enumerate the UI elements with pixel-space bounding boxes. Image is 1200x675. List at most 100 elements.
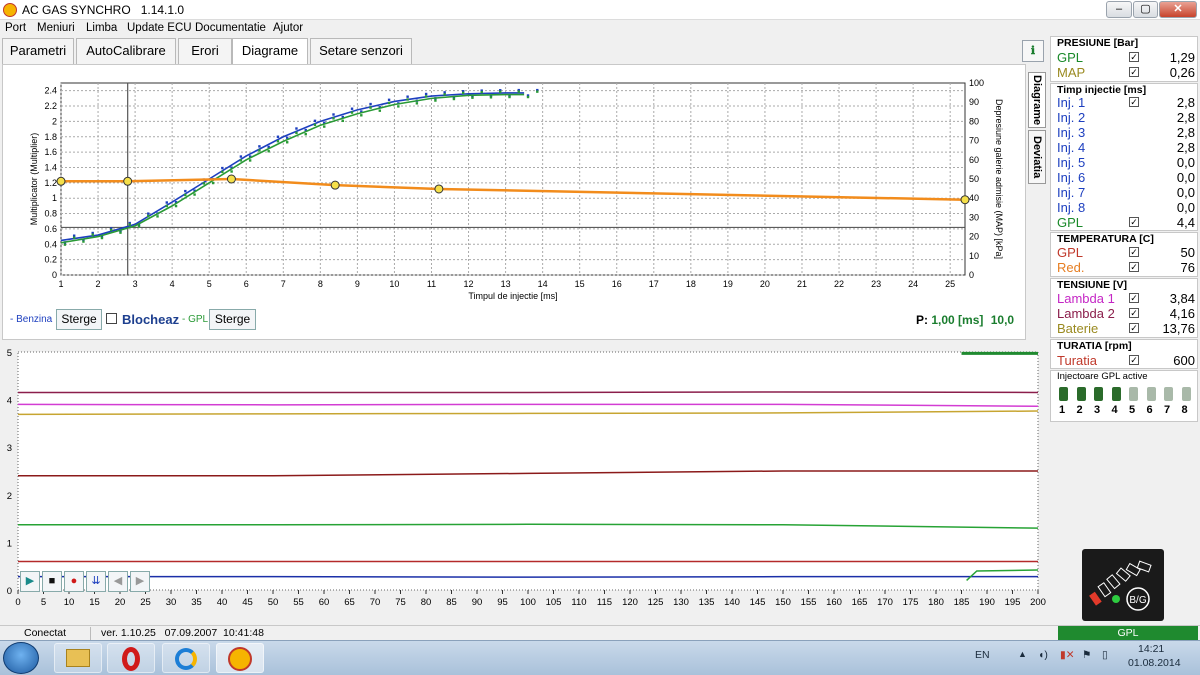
info-button[interactable]: ℹ [1022, 40, 1044, 62]
data-point [211, 181, 215, 185]
data-point [119, 231, 122, 234]
play-button[interactable]: ▶ [20, 571, 40, 592]
data-point [424, 92, 428, 96]
tab-diagrame[interactable]: Diagrame [232, 38, 308, 64]
data-point [313, 123, 317, 126]
data-point [452, 97, 456, 101]
record-button[interactable]: ● [64, 571, 84, 592]
map-marker[interactable] [226, 174, 236, 184]
map-marker[interactable] [56, 176, 66, 186]
x-tick-label: 55 [293, 597, 304, 608]
stop-button[interactable]: ■ [42, 571, 62, 592]
row-value: 76 [1180, 260, 1195, 275]
injector-icon [1094, 387, 1103, 401]
row-value: 1,29 [1169, 50, 1195, 65]
x-tick-label: 20 [760, 279, 770, 289]
x-tick-label: 120 [622, 597, 638, 608]
minimize-button[interactable]: ‒ [1106, 1, 1132, 18]
timp-row: Inj. 7 0,0 [1057, 185, 1195, 200]
row-checkbox[interactable]: ✓ [1129, 67, 1139, 77]
x-tick-label: 24 [908, 279, 918, 289]
timp-row: Inj. 3 2,8 [1057, 125, 1195, 140]
map-marker[interactable] [330, 180, 340, 190]
menu-port[interactable]: Port [5, 22, 27, 34]
data-point [517, 88, 520, 92]
row-checkbox[interactable]: ✓ [1129, 52, 1139, 62]
y2-axis-label: Depresiune galerie admisie (MAP) [kPa] [994, 99, 1004, 259]
data-point [267, 150, 270, 153]
network-icon[interactable]: ▮✕ [1060, 649, 1075, 661]
menu-update-ecu[interactable]: Update ECU [127, 22, 192, 34]
data-point [378, 106, 382, 109]
ie-taskbar-icon[interactable] [162, 643, 210, 673]
row-checkbox[interactable]: ✓ [1129, 323, 1139, 333]
data-point [221, 170, 224, 174]
y2-tick-label: 40 [969, 193, 979, 203]
explorer-taskbar-icon[interactable] [54, 643, 102, 673]
menu-ajutor[interactable]: Ajutor [273, 22, 304, 34]
row-checkbox[interactable]: ✓ [1129, 293, 1139, 303]
x-axis-label: Timpul de injectie [ms] [468, 291, 557, 301]
tab-erori[interactable]: Erori [178, 38, 232, 64]
data-point [341, 119, 344, 123]
flag-icon[interactable]: ⚑ [1082, 649, 1092, 661]
acgas-taskbar-icon[interactable] [216, 643, 264, 673]
x-tick-label: 60 [319, 597, 330, 608]
row-value: 0,0 [1176, 185, 1195, 200]
x-tick-label: 5 [41, 597, 46, 608]
sterge-benzina-button[interactable]: Sterge [56, 309, 102, 330]
data-point [248, 159, 252, 162]
data-point [397, 105, 400, 108]
maximize-button[interactable]: ▢ [1133, 1, 1158, 18]
tab-diagrame[interactable]: Diagrame [1028, 72, 1046, 128]
x-tick-label: 180 [928, 597, 944, 608]
turatia-row: Turatia ✓ 600 [1057, 353, 1195, 368]
battery-icon[interactable]: ▯ [1102, 649, 1108, 661]
volume-icon[interactable]: ◖) [1038, 649, 1048, 661]
title-bar: AC GAS SYNCHRO 1.14.1.0 ‒ ▢ ✕ [0, 0, 1200, 20]
language-indicator[interactable]: EN [975, 649, 990, 661]
tab-parametri[interactable]: Parametri [2, 38, 74, 64]
menu-limba[interactable]: Limba [86, 22, 118, 34]
data-point [471, 94, 474, 98]
tray-arrow-icon[interactable]: ▲ [1018, 649, 1027, 659]
data-point [536, 90, 539, 93]
row-checkbox[interactable]: ✓ [1129, 217, 1139, 227]
data-point [471, 96, 474, 99]
y-tick-label: 0.6 [44, 224, 57, 234]
data-point [387, 101, 391, 105]
x-tick-label: 17 [649, 279, 659, 289]
map-marker[interactable] [960, 195, 970, 205]
fuel-switch-widget[interactable]: B/G [1082, 549, 1164, 621]
map-marker[interactable] [123, 176, 133, 186]
opera-taskbar-icon[interactable] [107, 643, 155, 673]
tab-setare-senzori[interactable]: Setare senzori [310, 38, 412, 64]
row-checkbox[interactable]: ✓ [1129, 97, 1139, 107]
trend-panel: 0 5 10 15 20 25 30 35 40 45 50 55 60 65 70 75 80 85 90 95 10… [2, 340, 1047, 630]
y2-tick-label: 0 [969, 270, 974, 280]
start-button[interactable] [3, 642, 39, 674]
data-point [461, 90, 465, 93]
menu-meniuri[interactable]: Meniuri [37, 22, 75, 34]
blocheaza-checkbox[interactable] [106, 313, 117, 324]
data-point [267, 145, 270, 149]
row-checkbox[interactable]: ✓ [1129, 355, 1139, 365]
row-checkbox[interactable]: ✓ [1129, 308, 1139, 318]
download-button[interactable]: ⇊ [86, 571, 106, 592]
data-point [258, 149, 261, 152]
next-button[interactable]: ▶ [130, 571, 150, 592]
tab-deviatia[interactable]: Deviatia [1028, 130, 1046, 184]
map-marker[interactable] [434, 184, 444, 194]
temperatura-title: TEMPERATURA [C] [1057, 233, 1154, 245]
y-tick-label: 1.8 [44, 132, 57, 142]
menu-documentatie[interactable]: Documentatie [195, 22, 266, 34]
close-button[interactable]: ✕ [1159, 1, 1197, 18]
row-checkbox[interactable]: ✓ [1129, 262, 1139, 272]
connection-status: Conectat [24, 627, 67, 639]
x-tick-label: 175 [903, 597, 919, 608]
prev-button[interactable]: ◀ [108, 571, 128, 592]
row-checkbox[interactable]: ✓ [1129, 247, 1139, 257]
tab-autocalibrare[interactable]: AutoCalibrare [76, 38, 176, 64]
sterge-gpl-button[interactable]: Sterge [209, 309, 256, 330]
sensor-label: B/G [1129, 595, 1146, 606]
